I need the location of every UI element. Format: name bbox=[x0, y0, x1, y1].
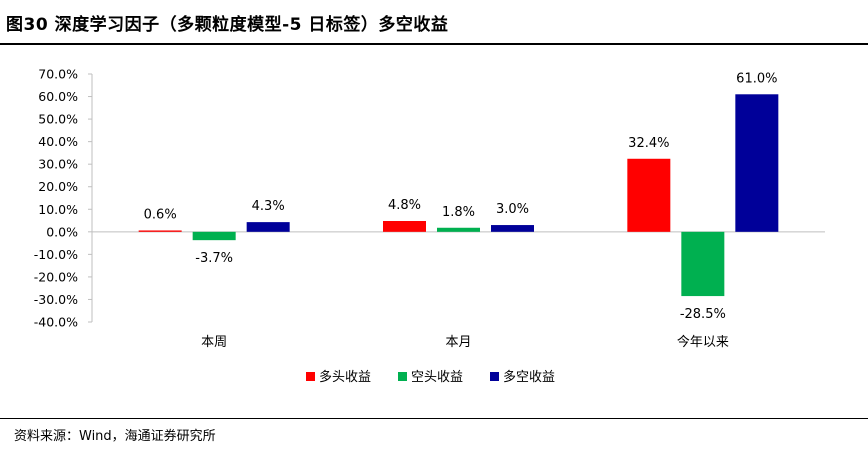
bar bbox=[491, 225, 534, 232]
bar bbox=[383, 220, 426, 232]
data-label: 4.3% bbox=[252, 199, 285, 214]
data-label: 32.4% bbox=[628, 136, 669, 151]
y-tick-label: 0.0% bbox=[46, 224, 78, 239]
bar bbox=[246, 222, 290, 232]
bar-chart: 70.0% 60.0% 50.0% 40.0% 30.0% 20.0% 10.0% 0.0% -… bbox=[34, 67, 825, 385]
bar bbox=[627, 158, 671, 232]
y-tick-label: 40.0% bbox=[38, 134, 78, 149]
legend-label: 多头收益 bbox=[319, 369, 371, 385]
bar bbox=[735, 94, 779, 232]
x-category-label: 本月 bbox=[445, 335, 471, 350]
data-label: 3.0% bbox=[496, 202, 529, 217]
page-title: 图30 深度学习因子（多颗粒度模型-5 日标签）多空收益 bbox=[6, 15, 449, 35]
y-tick-label: -20.0% bbox=[34, 269, 78, 284]
y-tick-label: -30.0% bbox=[34, 292, 78, 307]
data-label: 61.0% bbox=[736, 71, 777, 86]
legend-label: 空头收益 bbox=[411, 370, 463, 385]
legend-swatch bbox=[490, 372, 499, 381]
y-tick-label: -40.0% bbox=[34, 315, 78, 330]
bar bbox=[138, 230, 182, 232]
y-tick-label: -10.0% bbox=[34, 247, 78, 262]
title-bar: 图30 深度学习因子（多颗粒度模型-5 日标签）多空收益 bbox=[0, 0, 868, 44]
y-tick-label: 60.0% bbox=[38, 89, 78, 104]
data-label: 1.8% bbox=[442, 205, 475, 220]
title-divider bbox=[0, 43, 868, 45]
data-label: -3.7% bbox=[195, 251, 233, 266]
legend-label: 多空收益 bbox=[503, 369, 555, 385]
source-note: 资料来源：Wind，海通证券研究所 bbox=[14, 429, 216, 444]
y-tick-label: 20.0% bbox=[38, 179, 78, 194]
y-tick-label: 50.0% bbox=[38, 112, 78, 127]
y-tick-label: 10.0% bbox=[38, 202, 78, 217]
bar bbox=[437, 227, 480, 232]
data-label: -28.5% bbox=[680, 307, 726, 322]
x-category-label: 本周 bbox=[201, 335, 227, 350]
y-tick-label: 30.0% bbox=[38, 157, 78, 172]
data-label: 4.8% bbox=[388, 198, 421, 213]
legend-swatch bbox=[398, 372, 407, 381]
bar bbox=[681, 231, 725, 297]
footer-divider bbox=[0, 418, 868, 419]
bar bbox=[192, 231, 236, 241]
legend-swatch bbox=[306, 372, 315, 381]
data-label: 0.6% bbox=[144, 207, 177, 222]
x-category-label: 今年以来 bbox=[677, 334, 729, 350]
y-tick-label: 70.0% bbox=[38, 67, 78, 82]
